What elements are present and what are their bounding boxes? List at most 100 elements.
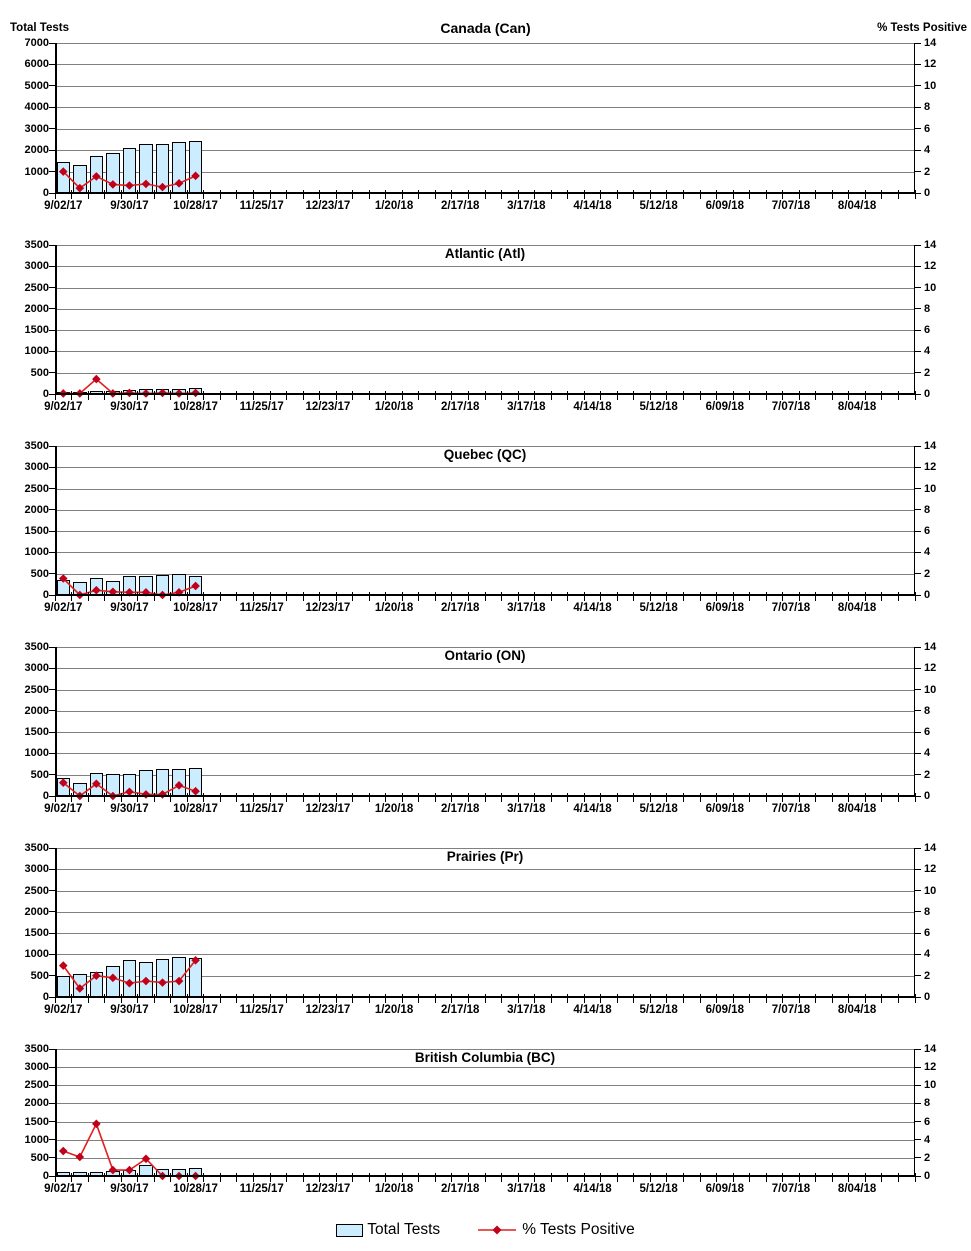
y-axis-tick-right xyxy=(915,509,921,511)
gridline xyxy=(55,1157,915,1159)
x-axis-tick xyxy=(335,190,337,199)
x-axis-tick xyxy=(87,994,89,1003)
y-axis-label-left: 2000 xyxy=(24,503,49,516)
x-axis-label: 4/14/18 xyxy=(573,401,612,413)
x-axis-tick xyxy=(104,592,106,601)
x-axis-tick xyxy=(302,793,304,802)
x-axis-tick xyxy=(914,391,916,400)
x-axis-tick xyxy=(484,190,486,199)
x-axis-tick xyxy=(831,1173,833,1182)
x-axis-tick xyxy=(219,793,221,802)
x-axis-tick xyxy=(385,190,387,199)
x-axis-tick xyxy=(401,190,403,199)
x-axis-tick xyxy=(567,793,569,802)
pct-positive-marker xyxy=(141,588,151,597)
y-axis-tick-left xyxy=(49,911,55,913)
pct-positive-marker xyxy=(108,973,118,983)
x-axis-tick xyxy=(864,793,866,802)
x-axis-tick xyxy=(451,592,453,601)
x-axis-tick xyxy=(583,190,585,199)
y-axis-label-left: 2000 xyxy=(24,1097,49,1110)
x-axis-tick xyxy=(186,793,188,802)
y-axis-label-right: 12 xyxy=(924,461,937,474)
x-axis-tick xyxy=(203,1173,205,1182)
y-axis-label-left: 3000 xyxy=(24,461,49,474)
x-axis-tick xyxy=(517,190,519,199)
y-axis-tick-left xyxy=(49,509,55,511)
x-axis-tick xyxy=(352,592,354,601)
x-axis-tick xyxy=(864,190,866,199)
x-axis-tick xyxy=(534,994,536,1003)
x-axis-tick xyxy=(368,592,370,601)
gridline xyxy=(55,732,915,734)
x-axis-tick xyxy=(583,994,585,1003)
x-axis-label: 12/23/17 xyxy=(305,200,351,212)
x-axis-tick xyxy=(501,592,503,601)
x-axis-tick xyxy=(418,1173,420,1182)
pct-positive-marker xyxy=(58,778,68,787)
y-axis-tick-right xyxy=(915,530,921,532)
x-axis-label: 4/14/18 xyxy=(573,803,612,815)
y-axis-tick-left xyxy=(49,1139,55,1141)
y-axis-label-right: 2 xyxy=(924,366,931,379)
y-axis-label-right: 6 xyxy=(924,927,931,940)
x-axis-tick xyxy=(219,391,221,400)
plot-area-british-columbia: British Columbia (BC) 0 500 1000 1500 2000 25… xyxy=(25,1043,937,1195)
y-axis-tick-right xyxy=(915,932,921,934)
gridline xyxy=(55,351,915,353)
y-axis-spine-right xyxy=(913,647,915,796)
x-axis-tick xyxy=(54,391,56,400)
x-axis-tick xyxy=(517,994,519,1003)
chart-canada: Total Tests Canada (Can) % Tests Positiv… xyxy=(0,12,971,221)
pct-positive-line xyxy=(58,167,200,193)
x-axis-tick xyxy=(451,994,453,1003)
gridline xyxy=(55,372,915,374)
y-axis-label-left: 500 xyxy=(30,567,49,580)
x-axis-tick xyxy=(567,190,569,199)
y-axis-tick-left xyxy=(49,488,55,490)
x-axis-tick xyxy=(54,994,56,1003)
y-axis-tick-right xyxy=(915,85,921,87)
x-axis-tick xyxy=(120,592,122,601)
y-axis-tick-left xyxy=(49,551,55,553)
y-axis-tick-left xyxy=(49,1084,55,1086)
x-axis-tick xyxy=(716,1173,718,1182)
x-axis-label: 2/17/18 xyxy=(441,1183,480,1195)
gridline xyxy=(55,85,915,87)
pct-positive-line xyxy=(58,374,200,398)
x-axis-label: 6/09/18 xyxy=(705,602,744,614)
pct-positive-line xyxy=(58,955,200,993)
y-axis-label-left: 2500 xyxy=(24,683,49,696)
y-axis-label-right: 4 xyxy=(924,948,931,961)
y-axis-label-left: 1500 xyxy=(24,525,49,538)
y-axis-spine-left xyxy=(55,848,57,997)
x-axis-label: 5/12/18 xyxy=(639,602,678,614)
pct-positive-marker xyxy=(174,588,184,597)
pct-positive-marker xyxy=(125,588,134,597)
x-axis-tick xyxy=(897,391,899,400)
x-axis-tick xyxy=(848,592,850,601)
pct-positive-marker xyxy=(58,167,68,176)
y-axis-label-right: 2 xyxy=(924,165,931,178)
x-axis-tick xyxy=(699,190,701,199)
x-axis-label: 9/02/17 xyxy=(44,803,83,815)
x-axis-tick xyxy=(765,1173,767,1182)
y-axis-label-right: 12 xyxy=(924,1061,937,1074)
y-axis-tick-right xyxy=(915,795,921,797)
x-axis-tick xyxy=(252,793,254,802)
y-axis-tick-left xyxy=(49,710,55,712)
y-axis-tick-right xyxy=(915,308,921,310)
chart-british-columbia: British Columbia (BC) 0 500 1000 1500 2000 25… xyxy=(0,1043,971,1204)
x-axis-tick xyxy=(666,190,668,199)
x-axis-tick xyxy=(203,994,205,1003)
x-axis-label: 3/17/18 xyxy=(507,200,546,212)
y-axis-tick-left xyxy=(49,1121,55,1123)
gridline xyxy=(55,975,915,977)
y-axis-label-left: 5000 xyxy=(24,79,49,92)
gridline xyxy=(55,954,915,956)
y-axis-label-left: 2500 xyxy=(24,482,49,495)
y-axis-label-left: 1000 xyxy=(24,345,49,358)
x-axis-tick xyxy=(782,190,784,199)
y-axis-label-left: 3500 xyxy=(24,239,49,251)
y-axis-tick-right xyxy=(915,996,921,998)
